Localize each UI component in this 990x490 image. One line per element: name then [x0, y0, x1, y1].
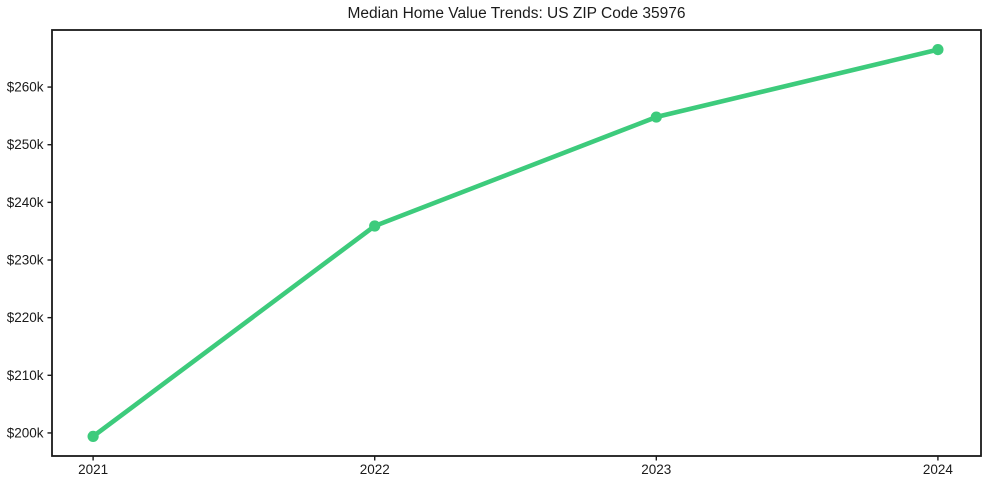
x-tick-label: 2021 [78, 462, 108, 477]
y-tick-label: $250k [7, 137, 44, 152]
y-tick-label: $200k [7, 425, 44, 440]
data-point-marker [87, 430, 99, 443]
y-tick-label: $230k [7, 253, 44, 268]
data-point-marker [932, 43, 944, 56]
trend-line [90, 47, 941, 439]
data-point-marker [650, 111, 662, 123]
x-tick-label: 2024 [923, 462, 954, 477]
plot-frame [51, 29, 982, 457]
y-tick-label: $220k [7, 310, 44, 325]
y-tick-label: $240k [7, 195, 44, 210]
x-tick-label: 2022 [360, 462, 390, 477]
chart-title: Median Home Value Trends: US ZIP Code 35… [347, 5, 686, 22]
x-tick-label: 2023 [641, 462, 671, 477]
y-tick-label: $260k [7, 80, 44, 95]
data-point-marker [369, 220, 381, 232]
y-tick-label: $210k [7, 368, 44, 383]
